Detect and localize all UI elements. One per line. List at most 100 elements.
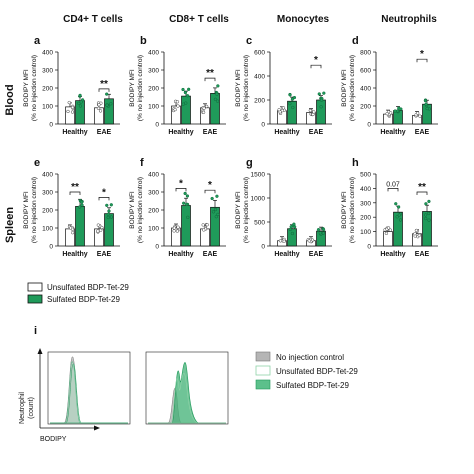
data-point-h <box>397 213 401 217</box>
data-point-h <box>413 232 417 236</box>
bar-panel-g: g 0 500 1000 1500 BODIPY MFI (% no injection c… <box>235 157 332 258</box>
data-point-b <box>173 107 177 112</box>
data-point-b <box>181 87 185 92</box>
x-tick-label-b: Healthy <box>168 129 193 136</box>
y-tick-label-a: 200 <box>42 86 53 93</box>
data-point-a <box>98 109 103 113</box>
data-point-a <box>79 100 83 104</box>
histogram-right-unsulfated <box>148 372 226 424</box>
y-label-c: BODIPY MFI <box>235 69 242 107</box>
y-tick-label-g: 0 <box>261 244 265 251</box>
x-tick-label-b: EAE <box>203 129 218 136</box>
y-tick-label-f: 100 <box>148 226 159 233</box>
panel-letter-b: b <box>140 35 147 47</box>
data-point-e <box>71 231 75 235</box>
y-tick-label-c: 600 <box>254 50 265 57</box>
legend-label-sulfated: Sulfated BDP-Tet-29 <box>47 295 120 304</box>
data-point-c <box>288 102 292 106</box>
significance-bracket-h <box>387 188 399 192</box>
data-point-b <box>184 101 188 105</box>
y-tick-label-g: 1500 <box>251 172 266 179</box>
y-tick-label-f: 0 <box>155 244 159 251</box>
row-label-blood: Blood <box>4 84 16 115</box>
data-point-f <box>201 223 205 227</box>
y-tick-label-f: 300 <box>148 190 159 197</box>
data-point-f <box>202 228 206 232</box>
data-point-b <box>176 104 180 108</box>
y-tick-label-b: 300 <box>148 68 159 75</box>
histogram-x-arrowhead <box>94 425 100 431</box>
data-point-b <box>215 92 219 96</box>
bar-h-eae-sulfated <box>422 211 432 247</box>
data-point-d <box>423 99 428 103</box>
data-point-e <box>109 203 113 207</box>
data-point-e <box>96 229 100 233</box>
x-tick-label-d: EAE <box>415 129 430 136</box>
data-point-g <box>292 222 296 226</box>
significance-label-a: ** <box>100 79 108 90</box>
legend-label-control: No injection control <box>276 353 344 362</box>
data-point-e <box>106 215 110 220</box>
data-point-c <box>291 105 295 110</box>
x-tick-label-h: EAE <box>415 251 430 258</box>
legend-swatch-unsulfated-i <box>255 365 271 376</box>
data-point-g <box>288 227 293 231</box>
data-point-c <box>308 108 312 113</box>
significance-label-b: ** <box>206 68 214 79</box>
y-tick-label-f: 200 <box>148 208 159 215</box>
y-tick-label-e: 400 <box>42 172 53 179</box>
bar-f-eae-unsulfated <box>200 228 210 247</box>
y-tick-label-g: 1000 <box>251 196 266 203</box>
y-tick-label-d: 600 <box>360 68 371 75</box>
y-tick-label-h: 200 <box>360 215 371 222</box>
y-tick-label-h: 300 <box>360 200 371 207</box>
data-point-b <box>183 90 188 95</box>
y-label-g: BODIPY MFI <box>235 191 242 229</box>
histogram-box-left <box>47 351 131 425</box>
data-point-b <box>205 104 209 109</box>
legend-label-unsulfated-i: Unsulfated BDP-Tet-29 <box>276 367 358 376</box>
data-point-e <box>99 228 103 232</box>
data-point-g <box>307 239 311 243</box>
data-point-d <box>389 111 393 115</box>
x-tick-label-h: Healthy <box>380 251 405 258</box>
panel-letter-f: f <box>140 157 144 169</box>
significance-bracket-c <box>310 64 322 69</box>
legend-label-sulfated-i: Sulfated BDP-Tet-29 <box>276 381 349 390</box>
histogram-xlabel: BODIPY <box>40 436 67 443</box>
data-point-a <box>105 103 109 107</box>
x-tick-label-c: Healthy <box>274 129 299 136</box>
data-point-a <box>78 93 82 98</box>
x-tick-label-f: Healthy <box>168 251 193 258</box>
panel-letter-e: e <box>34 157 40 169</box>
data-point-c <box>319 98 324 102</box>
data-point-c <box>311 112 315 117</box>
bar-a-eae-unsulfated <box>94 107 104 125</box>
data-point-a <box>70 105 75 110</box>
significance-bracket-h <box>416 191 428 195</box>
data-point-g <box>316 228 321 232</box>
legend-bars: Unsulfated BDP-Tet-29 Sulfated BDP-Tet-2… <box>27 282 129 304</box>
y-tick-label-d: 0 <box>367 122 371 129</box>
y-tick-label-a: 400 <box>42 50 53 57</box>
y-tick-label-f: 400 <box>148 172 159 179</box>
data-point-g <box>321 227 326 232</box>
legend-swatch-control <box>255 351 271 362</box>
data-point-h <box>398 218 403 222</box>
y-label-sub-b: (% no injection control) <box>137 55 144 121</box>
data-point-h <box>426 211 431 216</box>
data-point-g <box>278 239 283 243</box>
panel-letter-i: i <box>34 325 37 337</box>
significance-label-h: 0.07 <box>386 181 400 188</box>
y-tick-label-c: 0 <box>261 122 265 129</box>
significance-label-d: * <box>420 49 424 60</box>
bar-f-healthy-sulfated <box>181 205 191 247</box>
significance-bracket-e <box>98 197 110 201</box>
x-tick-label-e: EAE <box>97 251 112 258</box>
y-tick-label-b: 100 <box>148 104 159 111</box>
y-label-sub-e: (% no injection control) <box>31 177 38 243</box>
significance-label-e: ** <box>71 182 79 193</box>
bar-a-eae-sulfated <box>104 98 114 125</box>
significance-label-e: * <box>102 187 106 198</box>
data-point-e <box>68 226 73 230</box>
